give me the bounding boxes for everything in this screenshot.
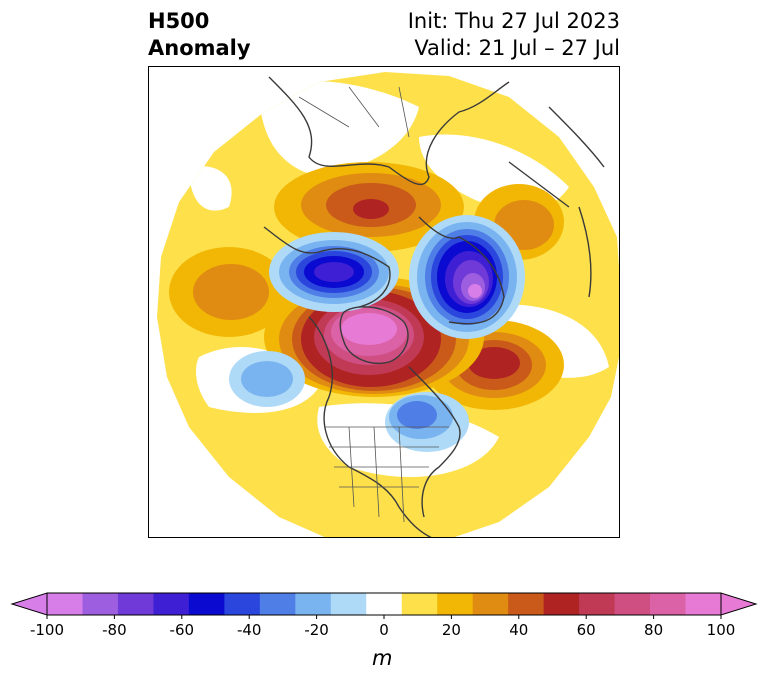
neutral-zone-north (259, 80, 419, 177)
colorbar-unit: m (372, 646, 393, 670)
colorbar-cells (10, 592, 758, 616)
colorbar-tick-label: -60 (170, 621, 195, 639)
colorbar-cell (82, 593, 119, 615)
border-asia (508, 161, 570, 208)
colorbar-extend-high (720, 592, 758, 616)
map-panel (148, 66, 620, 538)
map-title: H500 Anomaly (148, 8, 251, 62)
colorbar-tick-label: 20 (442, 621, 461, 639)
anomaly-pacific-30 (193, 264, 269, 320)
anomaly-alaska-m20 (241, 361, 293, 397)
colorbar-cell (259, 593, 296, 615)
coastlines (263, 76, 605, 537)
colorbar-cell (437, 593, 474, 615)
us-state-lines (324, 426, 449, 488)
init-date: Init: Thu 27 Jul 2023 (407, 9, 620, 33)
colorbar-cell (366, 593, 403, 615)
colorbar-tick-label: -80 (102, 621, 127, 639)
us-state-meridians (348, 426, 405, 523)
colorbar-cell (508, 593, 545, 615)
colorbar-cell (47, 593, 83, 615)
colorbar-cell (614, 593, 651, 615)
colorbar-cell (188, 593, 225, 615)
anomaly-siberia-50 (353, 199, 389, 219)
border-china (548, 106, 605, 168)
coast-siberia (268, 76, 510, 186)
neutral-zone-west (189, 166, 232, 211)
valid-range: Valid: 21 Jul – 27 Jul (414, 36, 620, 60)
colorbar-cell (224, 593, 261, 615)
date-info: Init: Thu 27 Jul 2023 Valid: 21 Jul – 27… (408, 8, 620, 62)
colorbar-tick-label: -20 (304, 621, 329, 639)
colorbar-tick-label: 80 (644, 621, 663, 639)
coast-asia-east (578, 206, 592, 298)
political-borders (298, 86, 449, 523)
title-line-2: Anomaly (148, 36, 251, 60)
anomaly-map (157, 72, 619, 537)
colorbar-tick-label: 100 (707, 621, 736, 639)
colorbar-tick-label: 60 (577, 621, 596, 639)
colorbar-tick-label: -40 (237, 621, 262, 639)
colorbar-ticks: -100 -80 -60 -40 -20 0 20 40 60 80 100 (30, 615, 735, 639)
coast-arctic-islands (339, 306, 409, 364)
coast-north-america-east (408, 366, 461, 518)
anomaly-atlantic-50 (468, 347, 520, 379)
colorbar: -100 -80 -60 -40 -20 0 20 40 60 80 100 (10, 592, 758, 639)
coast-north-america-west (308, 316, 432, 537)
siberian-borders (298, 86, 410, 138)
title-line-1: H500 (148, 9, 210, 33)
anomaly-arctic-90 (341, 313, 397, 345)
colorbar-cell (117, 593, 154, 615)
filled-contours (157, 72, 619, 537)
colorbar-cell (330, 593, 367, 615)
colorbar-cell (401, 593, 438, 615)
colorbar-tick-label: 40 (509, 621, 528, 639)
anomaly-barents-m90 (468, 284, 482, 298)
colorbar-tick-label: 0 (379, 621, 389, 639)
colorbar-cell (153, 593, 190, 615)
colorbar-cell (295, 593, 332, 615)
colorbar-tick-label: -100 (30, 621, 64, 639)
colorbar-cell (543, 593, 580, 615)
coast-scandinavia (418, 216, 505, 325)
colorbar-cell (472, 593, 509, 615)
colorbar-cell (579, 593, 616, 615)
anomaly-east-siberia-m60 (314, 262, 354, 282)
anomaly-labrador-m30 (397, 401, 437, 429)
coast-east-siberia (263, 226, 391, 308)
colorbar-cell (685, 593, 722, 615)
colorbar-extend-low (10, 592, 48, 616)
colorbar-cell (650, 593, 687, 615)
